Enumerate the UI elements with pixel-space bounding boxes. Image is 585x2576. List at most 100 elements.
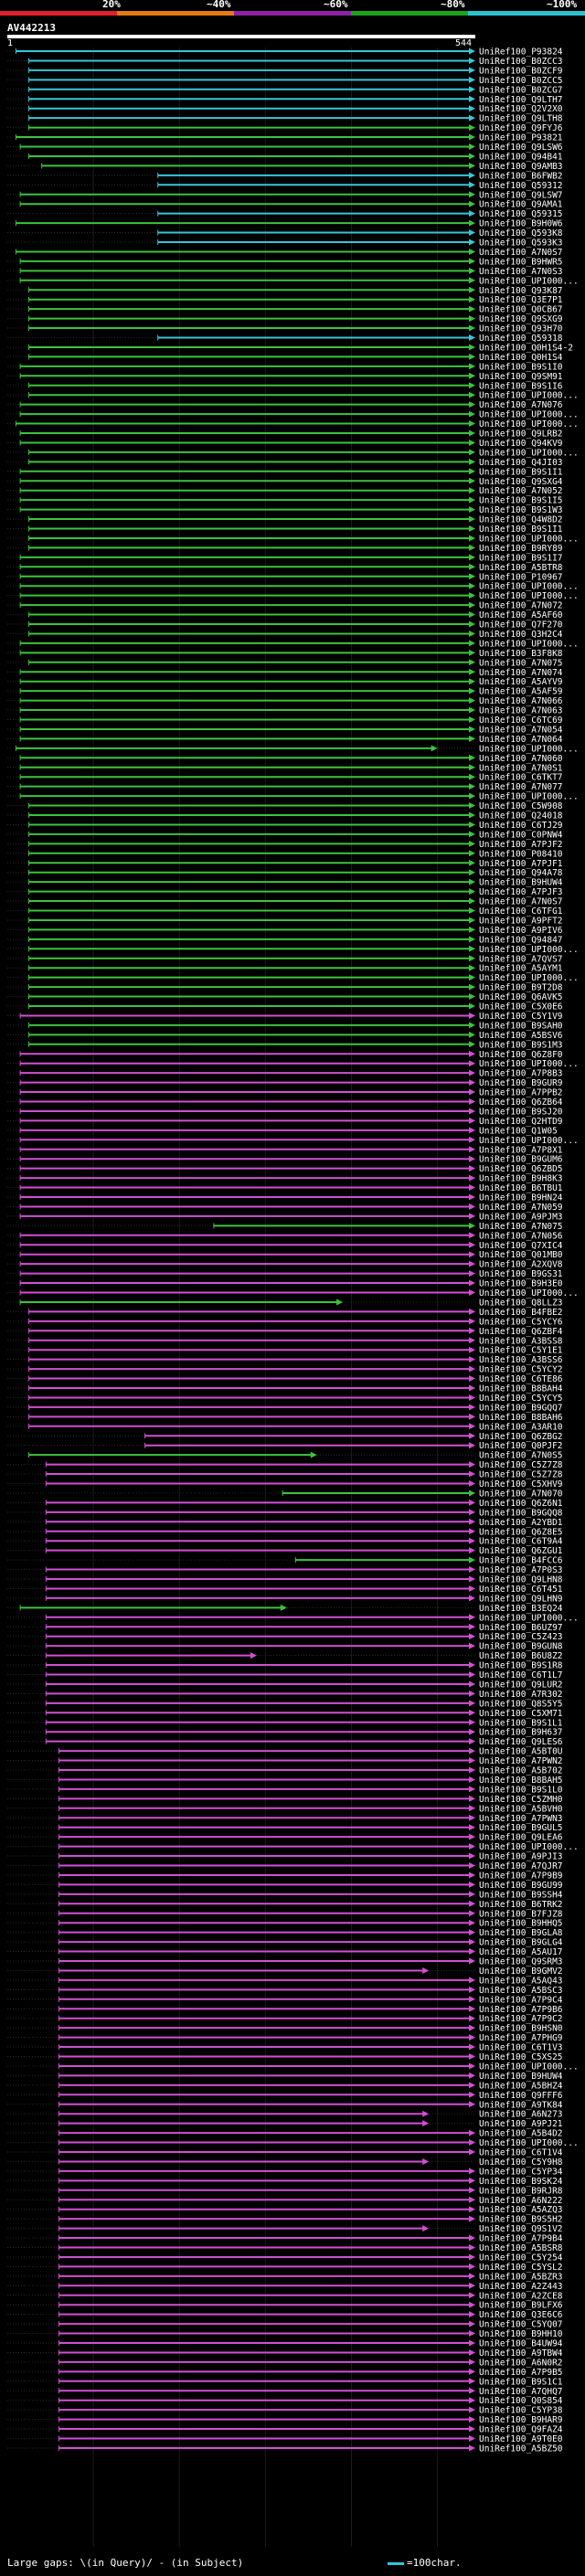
hit-label: UniRef100_A9PJM3 [479, 1212, 563, 1222]
hit-row: UniRef100_Q9SRM3 [7, 1957, 563, 1967]
hit-arrow [469, 57, 475, 64]
hit-arrow [469, 1518, 475, 1525]
hit-row: UniRef100_A5AZQ3 [7, 2205, 563, 2215]
hit-label: UniRef100_B9S1I1 [479, 525, 563, 535]
hit-row: UniRef100_UPI000... [7, 1136, 579, 1146]
hit-row: UniRef100_UPI000... [7, 945, 579, 955]
hit-label: UniRef100_B9S1I5 [479, 496, 563, 506]
hit-label: UniRef100_B9HN24 [479, 1193, 563, 1203]
hit-row: UniRef100_B3EQ24 [7, 1604, 563, 1614]
hit-arrow [469, 993, 475, 1001]
hit-label: UniRef100_A5AU17 [479, 1947, 563, 1957]
hit-row: UniRef100_Q9SM91 [7, 372, 563, 382]
hit-row: UniRef100_A5BSV6 [7, 1031, 563, 1041]
hit-arrow [469, 1432, 475, 1439]
hit-arrow [469, 1642, 475, 1649]
hit-row: UniRef100_A7P9B5 [7, 2368, 563, 2378]
hit-row: UniRef100_A7N063 [7, 706, 563, 716]
hit-row: UniRef100_B6TBU1 [7, 1183, 563, 1193]
hit-label: UniRef100_Q9LES6 [479, 1737, 563, 1747]
hit-arrow [469, 1356, 475, 1363]
hit-row: UniRef100_Q0H1S4-2 [7, 343, 573, 353]
hit-row: UniRef100_Q59318 [7, 334, 563, 344]
hit-row: UniRef100_Q94B41 [7, 152, 563, 162]
hit-row: UniRef100_A3BSS8 [7, 1336, 563, 1346]
hit-row: UniRef100_A7QHQ7 [7, 2387, 563, 2397]
hit-arrow [469, 1232, 475, 1239]
hit-label: UniRef100_B9S1M3 [479, 1040, 563, 1050]
hit-row: UniRef100_C5X0E6 [7, 1002, 563, 1012]
hit-row: UniRef100_Q0CB67 [7, 305, 563, 315]
hit-label: UniRef100_A5BSC3 [479, 1986, 563, 1996]
hit-arrow [469, 1977, 475, 1984]
hit-label: UniRef100_B9SK24 [479, 2177, 563, 2187]
hit-label: UniRef100_B9HWR5 [479, 257, 563, 267]
hit-label: UniRef100_C5YQ07 [479, 2320, 563, 2330]
hit-row: UniRef100_A7N054 [7, 725, 563, 735]
hit-label: UniRef100_Q0H1S4-2 [479, 343, 573, 353]
hit-row: UniRef100_A2XQV8 [7, 1260, 563, 1270]
hit-label: UniRef100_Q9AMA1 [479, 200, 563, 210]
hit-row: UniRef100_UPI000... [7, 276, 579, 286]
hit-row: UniRef100_C5YP38 [7, 2406, 563, 2416]
hit-arrow [469, 1575, 475, 1583]
hit-label: UniRef100_B0ZCF9 [479, 66, 563, 76]
hit-arrow [469, 76, 475, 83]
hit-arrow [469, 258, 475, 265]
hit-label: UniRef100_Q3E7P1 [479, 295, 563, 305]
hit-row: UniRef100_A7N064 [7, 735, 563, 745]
hit-label: UniRef100_A7P8B3 [479, 1069, 563, 1079]
hit-arrow [469, 391, 475, 398]
hit-label: UniRef100_A9PFT2 [479, 916, 563, 926]
hit-label: UniRef100_C5YCY2 [479, 1365, 563, 1375]
hit-row: UniRef100_C6TE86 [7, 1374, 563, 1384]
hit-arrow [469, 515, 475, 523]
hit-label: UniRef100_C5XM71 [479, 1709, 563, 1719]
hit-label: UniRef100_UPI000... [479, 1613, 579, 1623]
hit-label: UniRef100_B9GUR9 [479, 1078, 563, 1088]
hit-arrow [469, 1833, 475, 1840]
hit-arrow [469, 563, 475, 570]
hit-arrow [469, 850, 475, 857]
scale-label: ~60% [324, 0, 348, 10]
hit-label: UniRef100_A7N076 [479, 400, 563, 410]
hit-arrow [469, 1012, 475, 1019]
hit-label: UniRef100_A7R302 [479, 1690, 563, 1700]
hit-label: UniRef100_Q2HTD9 [479, 1117, 563, 1127]
hit-arrow [469, 1461, 475, 1468]
hit-row: UniRef100_B9GUL5 [7, 1823, 563, 1833]
hit-arrow [469, 2406, 475, 2413]
hit-label: UniRef100_B9GUM6 [479, 1155, 563, 1165]
hit-row: UniRef100_A9TBW4 [7, 2348, 563, 2359]
hit-row: UniRef100_A5AF60 [7, 610, 563, 620]
hit-row: UniRef100_Q6ZGU1 [7, 1546, 563, 1556]
hit-row: UniRef100_B9GUN8 [7, 1642, 563, 1652]
hit-row: UniRef100_UPI000... [7, 639, 579, 649]
hit-label: UniRef100_A7N056 [479, 1231, 563, 1241]
hit-arrow [469, 1146, 475, 1153]
hit-arrow [469, 897, 475, 905]
hit-arrow [469, 1155, 475, 1162]
hit-row: UniRef100_C6TJ29 [7, 821, 563, 831]
hit-arrow [469, 1050, 475, 1057]
hit-arrow [469, 1747, 475, 1754]
hit-label: UniRef100_A7N060 [479, 754, 563, 764]
hit-arrow [469, 678, 475, 685]
hit-arrow [469, 1022, 475, 1029]
footer-legend: Large gaps: \(in Query)/ - (in Subject) [7, 2557, 244, 2569]
hit-label: UniRef100_UPI000... [479, 582, 579, 592]
hit-arrow [469, 1088, 475, 1096]
hit-arrow [469, 592, 475, 599]
hit-label: UniRef100_Q59312 [479, 181, 563, 191]
hit-row: UniRef100_A9PFT2 [7, 916, 563, 926]
hit-arrow [469, 2273, 475, 2280]
hit-arrow [469, 439, 475, 446]
hit-arrow [469, 296, 475, 303]
hit-arrow [469, 172, 475, 179]
hit-label: UniRef100_Q6ZB64 [479, 1097, 563, 1108]
hit-arrow [469, 191, 475, 198]
hit-label: UniRef100_UPI000... [479, 534, 579, 544]
hit-arrow [469, 1346, 475, 1353]
hit-label: UniRef100_B6UZ97 [479, 1623, 563, 1633]
hit-row: UniRef100_B9GLG4 [7, 1938, 563, 1948]
